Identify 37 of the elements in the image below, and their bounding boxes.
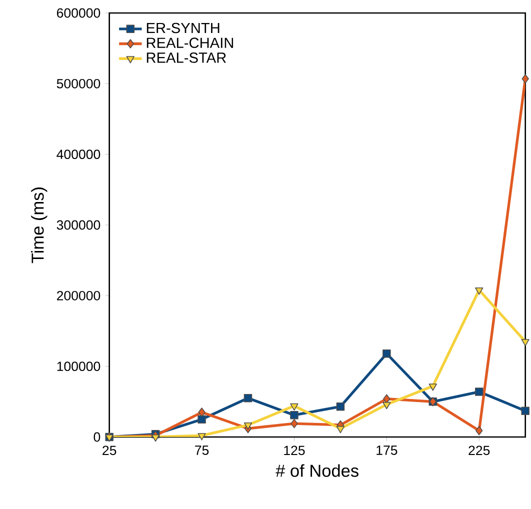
y-tick-label: 400000 [56, 150, 100, 160]
point [198, 433, 206, 440]
point [522, 74, 529, 84]
point [244, 422, 252, 430]
legend-label: REAL-CHAIN [146, 38, 234, 48]
point [290, 410, 298, 420]
point [336, 402, 345, 411]
x-tick-label: 125 [284, 446, 305, 456]
legend-label: REAL-STAR [146, 52, 226, 63]
point [476, 426, 483, 436]
point [198, 408, 206, 417]
x-tick-label: 75 [195, 446, 209, 455]
y-tick-label: 200000 [56, 290, 100, 300]
point [521, 339, 530, 346]
point [382, 349, 391, 358]
y-tick-label: 100000 [57, 362, 100, 372]
point [336, 426, 345, 434]
y-tick-label: 500000 [56, 78, 100, 88]
x-tick-label: 225 [468, 446, 490, 456]
point [290, 403, 298, 411]
point [428, 384, 437, 391]
point [475, 287, 484, 295]
point [474, 388, 484, 396]
y-axis-title: Time (ms) [31, 188, 48, 264]
legend-label: ER-SYNTH [146, 22, 220, 34]
point [244, 394, 252, 402]
point [198, 415, 206, 424]
y-tick-label: 0 [94, 432, 100, 442]
point [521, 406, 530, 415]
point [290, 418, 298, 428]
y-tick-label: 300000 [56, 220, 100, 230]
x-tick-label: 25 [102, 446, 116, 456]
point [382, 402, 391, 410]
x-tick-label: 175 [376, 446, 398, 455]
x-axis-title: # of Nodes [276, 464, 358, 477]
y-tick-label: 600000 [56, 8, 100, 18]
point [151, 434, 160, 442]
